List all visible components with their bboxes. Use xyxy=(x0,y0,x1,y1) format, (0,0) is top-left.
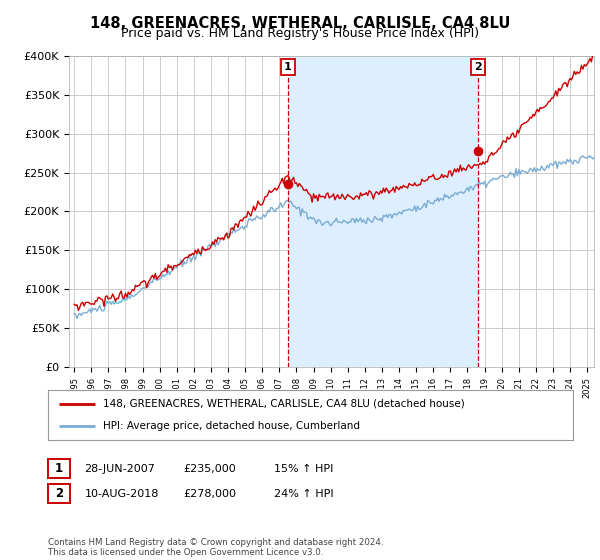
Text: Price paid vs. HM Land Registry's House Price Index (HPI): Price paid vs. HM Land Registry's House … xyxy=(121,27,479,40)
Text: 2: 2 xyxy=(474,62,482,72)
Text: HPI: Average price, detached house, Cumberland: HPI: Average price, detached house, Cumb… xyxy=(103,421,360,431)
Text: 10-AUG-2018: 10-AUG-2018 xyxy=(85,489,159,499)
Text: 1: 1 xyxy=(284,62,292,72)
Text: 2: 2 xyxy=(55,487,63,501)
Text: 148, GREENACRES, WETHERAL, CARLISLE, CA4 8LU: 148, GREENACRES, WETHERAL, CARLISLE, CA4… xyxy=(90,16,510,31)
Text: Contains HM Land Registry data © Crown copyright and database right 2024.
This d: Contains HM Land Registry data © Crown c… xyxy=(48,538,383,557)
Text: 28-JUN-2007: 28-JUN-2007 xyxy=(85,464,155,474)
Text: 15% ↑ HPI: 15% ↑ HPI xyxy=(274,464,333,474)
Text: 24% ↑ HPI: 24% ↑ HPI xyxy=(274,489,333,499)
Text: £278,000: £278,000 xyxy=(184,489,236,499)
Text: 1: 1 xyxy=(55,462,63,475)
Text: 148, GREENACRES, WETHERAL, CARLISLE, CA4 8LU (detached house): 148, GREENACRES, WETHERAL, CARLISLE, CA4… xyxy=(103,399,465,409)
Bar xyxy=(288,56,478,367)
Text: £235,000: £235,000 xyxy=(184,464,236,474)
